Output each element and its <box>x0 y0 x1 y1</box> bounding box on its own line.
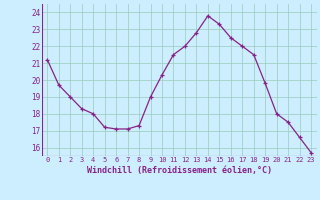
X-axis label: Windchill (Refroidissement éolien,°C): Windchill (Refroidissement éolien,°C) <box>87 166 272 175</box>
